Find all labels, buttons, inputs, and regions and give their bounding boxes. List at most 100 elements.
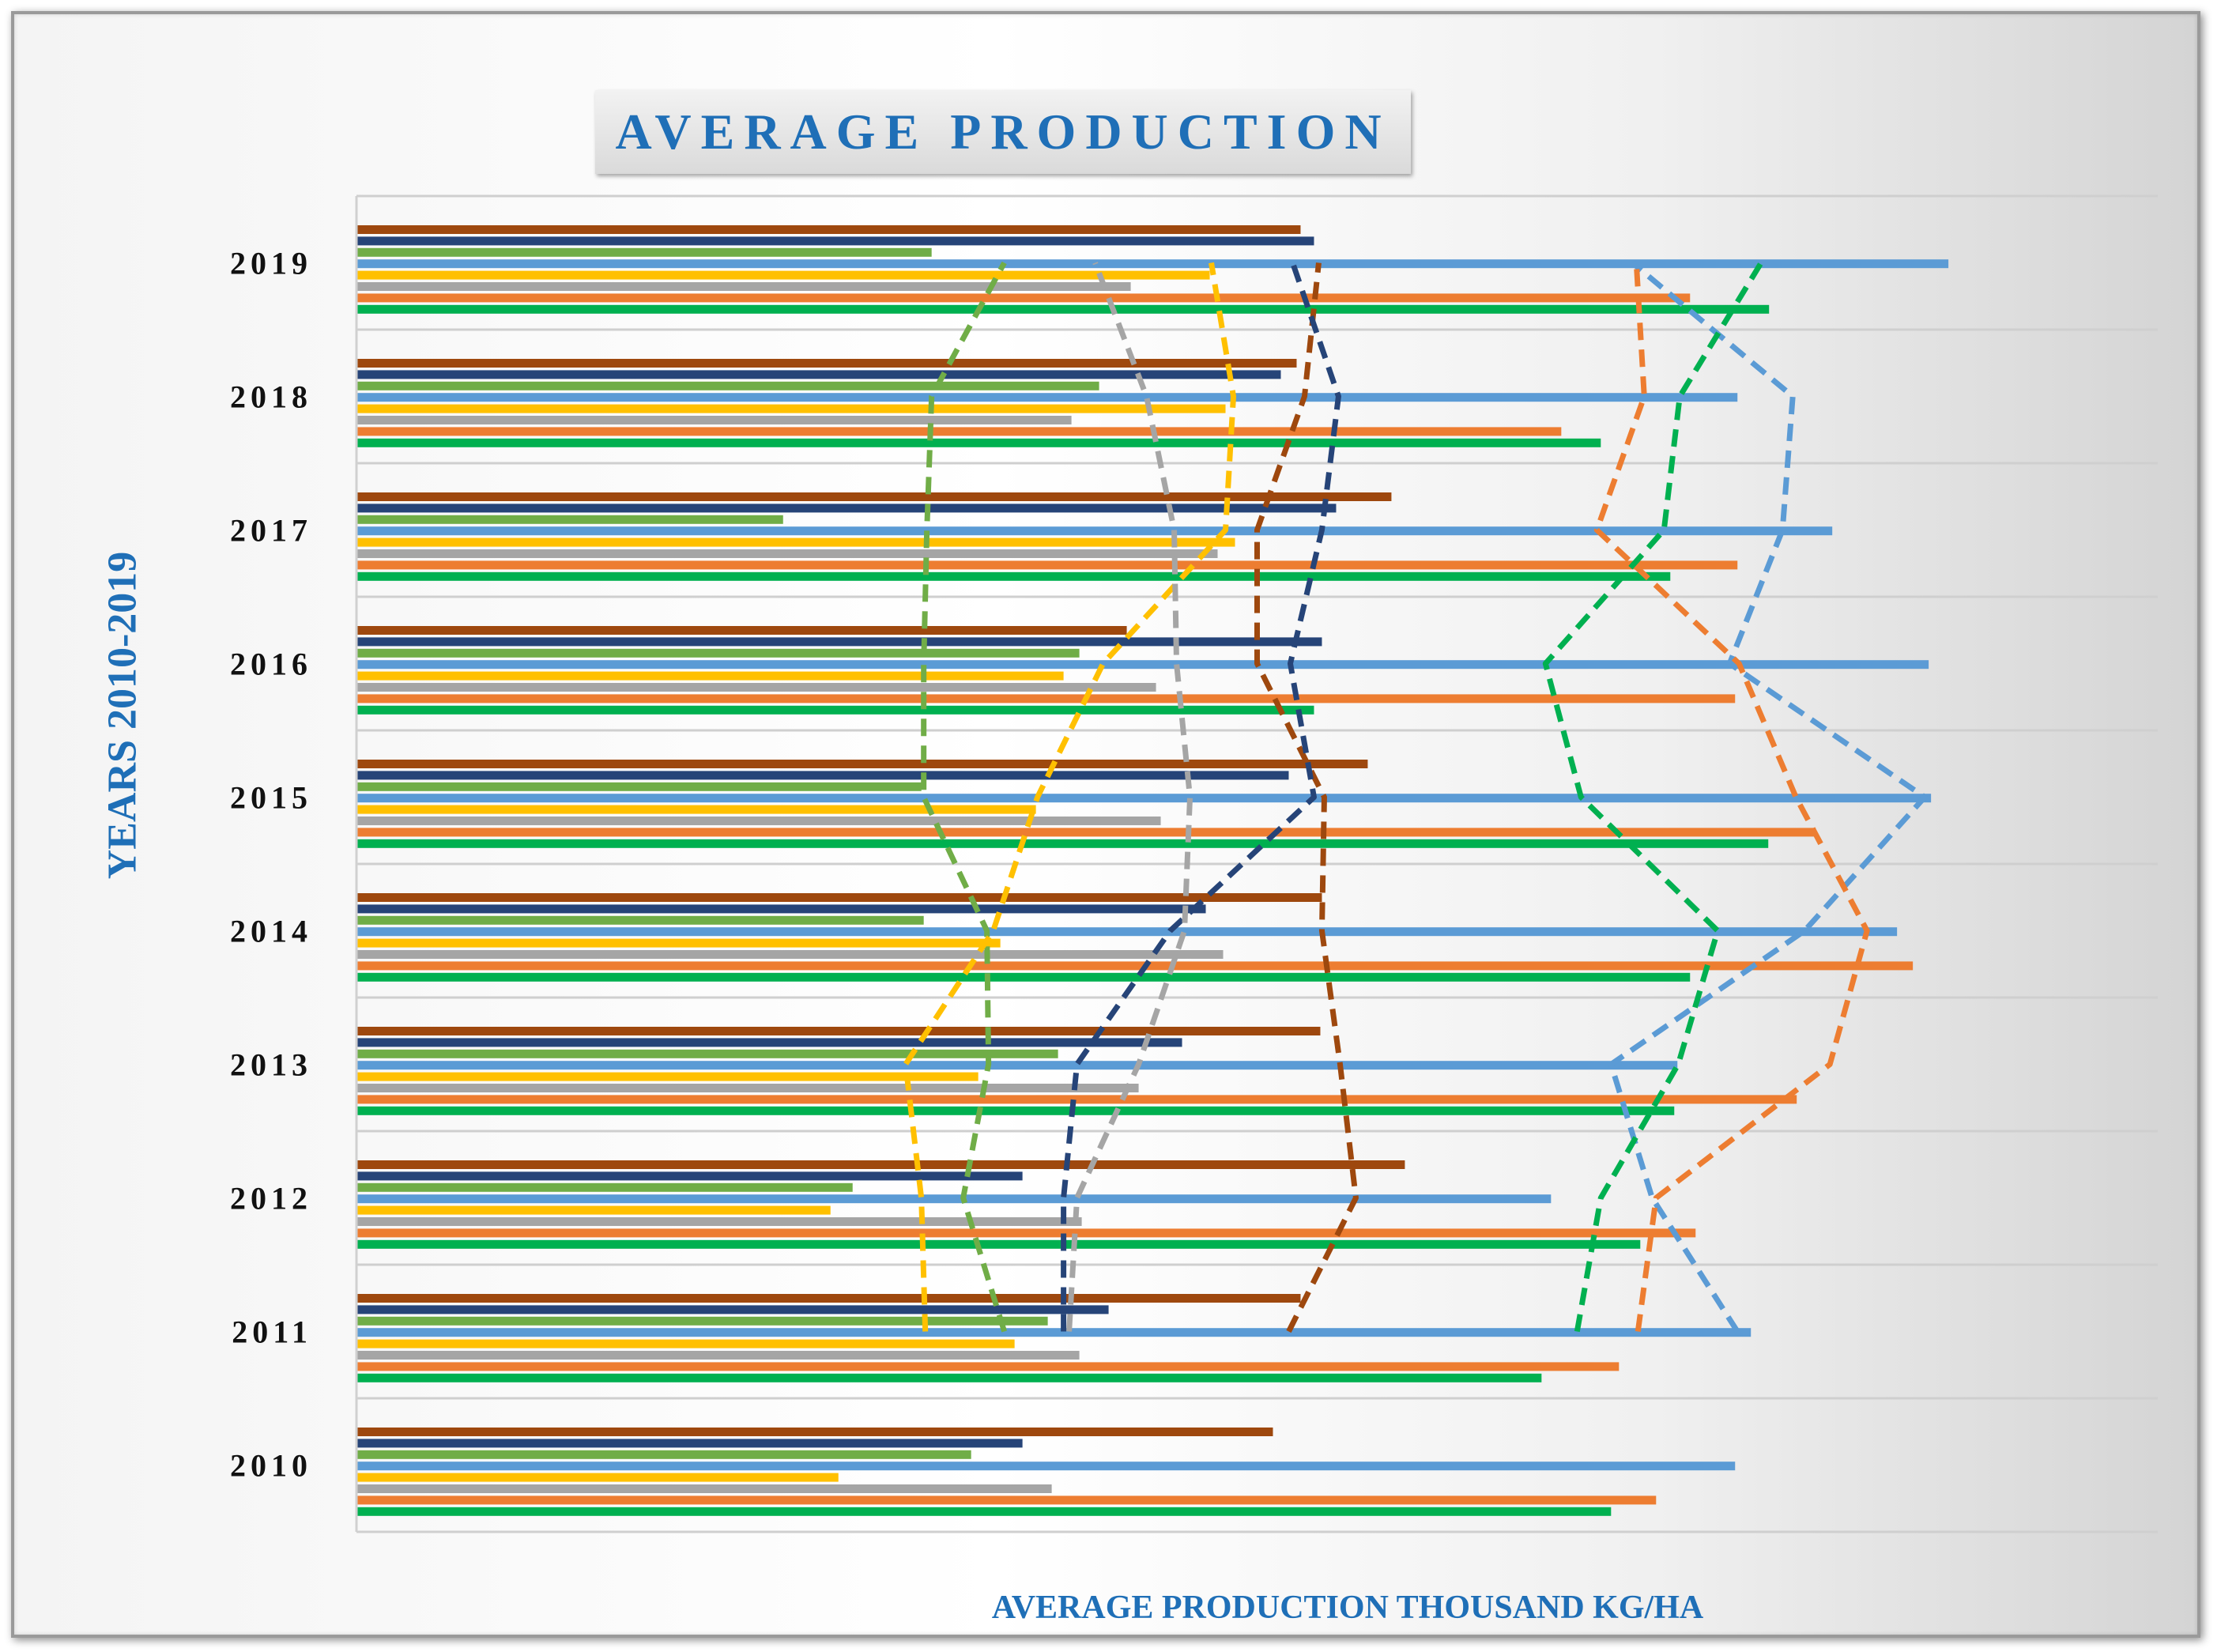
- bars: [356, 225, 1949, 1516]
- bar-series-3-2014: [356, 915, 924, 925]
- y-axis-title: YEARS 2010-2019: [100, 551, 145, 880]
- bar-series-8-2015: [356, 839, 1769, 848]
- bar-series-6-2011: [356, 1351, 1080, 1360]
- bar-series-7-2014: [356, 961, 1914, 971]
- bar-series-3-2010: [356, 1450, 971, 1459]
- trend-8: [1542, 261, 1764, 1333]
- bar-series-8-2012: [356, 1239, 1641, 1249]
- bar-series-1-2012: [356, 1160, 1405, 1169]
- bar-series-1-2017: [356, 492, 1392, 501]
- bar-series-7-2015: [356, 828, 1816, 837]
- bar-series-8-2016: [356, 705, 1314, 715]
- bar-series-5-2013: [356, 1072, 979, 1081]
- bar-series-5-2015: [356, 805, 1036, 814]
- bar-series-2-2014: [356, 904, 1206, 914]
- bar-series-6-2013: [356, 1084, 1139, 1092]
- bar-series-2-2019: [356, 236, 1314, 246]
- bar-series-2-2018: [356, 370, 1281, 379]
- bar-series-6-2012: [356, 1217, 1082, 1226]
- chart-title: AVERAGE PRODUCTION: [615, 104, 1391, 160]
- bar-series-5-2019: [356, 270, 1210, 280]
- bar-series-7-2012: [356, 1228, 1696, 1238]
- bar-series-7-2018: [356, 427, 1562, 436]
- bar-series-8-2011: [356, 1373, 1542, 1382]
- bar-series-4-2011: [356, 1328, 1752, 1337]
- bar-series-7-2013: [356, 1095, 1797, 1104]
- bar-series-8-2017: [356, 571, 1671, 581]
- trend-6: [1066, 262, 1193, 1332]
- bar-series-1-2013: [356, 1027, 1321, 1035]
- bar-series-5-2010: [356, 1473, 839, 1482]
- bar-series-3-2012: [356, 1182, 853, 1192]
- bar-series-2-2012: [356, 1171, 1023, 1181]
- y-tick-label: 2016: [230, 647, 312, 682]
- y-tick-label: 2017: [230, 513, 312, 549]
- bar-series-7-2019: [356, 293, 1691, 303]
- bar-series-4-2015: [356, 794, 1932, 803]
- bar-series-2-2017: [356, 504, 1337, 513]
- bar-series-8-2014: [356, 972, 1691, 982]
- bar-series-2-2015: [356, 771, 1289, 780]
- bar-series-4-2016: [356, 660, 1929, 669]
- bar-series-4-2014: [356, 927, 1898, 937]
- y-tick-label: 2012: [230, 1181, 312, 1216]
- bar-series-6-2016: [356, 683, 1156, 692]
- bar-series-1-2016: [356, 626, 1127, 635]
- y-tick-labels: 2010 2011 2012 2013 2014 2015 2016 2017 2018 2019: [230, 246, 312, 1484]
- trend-1: [1254, 262, 1359, 1333]
- bar-series-5-2012: [356, 1205, 831, 1215]
- bar-series-5-2018: [356, 404, 1226, 413]
- bar-series-2-2013: [356, 1038, 1182, 1047]
- bar-series-6-2015: [356, 817, 1161, 825]
- bar-series-4-2012: [356, 1194, 1552, 1204]
- bar-series-6-2010: [356, 1484, 1052, 1493]
- bar-series-3-2013: [356, 1049, 1058, 1058]
- bar-series-8-2019: [356, 304, 1770, 314]
- y-tick-label: 2015: [230, 780, 312, 816]
- bar-series-3-2015: [356, 782, 922, 791]
- bar-series-3-2019: [356, 247, 932, 257]
- bar-series-1-2018: [356, 359, 1297, 368]
- trend-lines: [903, 260, 1928, 1333]
- y-tick-label: 2019: [230, 246, 312, 281]
- bar-series-7-2016: [356, 694, 1736, 703]
- y-tick-label: 2013: [230, 1047, 312, 1083]
- bar-series-5-2017: [356, 537, 1235, 547]
- bar-series-1-2010: [356, 1428, 1273, 1436]
- bar-series-3-2018: [356, 381, 1099, 390]
- bar-series-7-2017: [356, 560, 1738, 570]
- y-tick-label: 2011: [232, 1314, 312, 1350]
- trend-4: [1608, 260, 1928, 1333]
- bar-series-8-2018: [356, 438, 1601, 447]
- bar-series-2-2010: [356, 1439, 1023, 1448]
- gridlines: [356, 194, 2158, 1533]
- title-box: AVERAGE PRODUCTION: [595, 90, 1411, 174]
- bar-series-1-2014: [356, 893, 1322, 902]
- bar-series-5-2016: [356, 671, 1064, 681]
- y-tick-label: 2014: [230, 914, 312, 949]
- bar-series-7-2011: [356, 1362, 1620, 1371]
- y-tick-label: 2018: [230, 379, 312, 415]
- bar-series-1-2011: [356, 1294, 1301, 1303]
- bar-series-3-2017: [356, 515, 783, 524]
- bar-series-5-2011: [356, 1339, 1015, 1348]
- trend-2: [1061, 262, 1341, 1332]
- bar-series-7-2010: [356, 1495, 1657, 1505]
- trend-7: [1593, 262, 1870, 1332]
- bar-series-4-2013: [356, 1061, 1678, 1070]
- x-axis-title: AVERAGE PRODUCTION THOUSAND KG/HA: [991, 1590, 1704, 1626]
- bar-series-4-2017: [356, 526, 1833, 536]
- bar-series-4-2019: [356, 259, 1949, 269]
- bar-series-3-2016: [356, 648, 1080, 658]
- bar-series-1-2015: [356, 760, 1368, 768]
- bar-series-5-2014: [356, 938, 1001, 948]
- bar-series-2-2011: [356, 1305, 1109, 1314]
- bar-series-2-2016: [356, 637, 1322, 647]
- bar-series-8-2013: [356, 1106, 1675, 1115]
- bar-series-1-2019: [356, 225, 1301, 234]
- bar-series-3-2011: [356, 1316, 1048, 1326]
- bar-series-6-2017: [356, 549, 1218, 558]
- bar-series-4-2018: [356, 393, 1738, 402]
- bar-series-6-2014: [356, 950, 1224, 959]
